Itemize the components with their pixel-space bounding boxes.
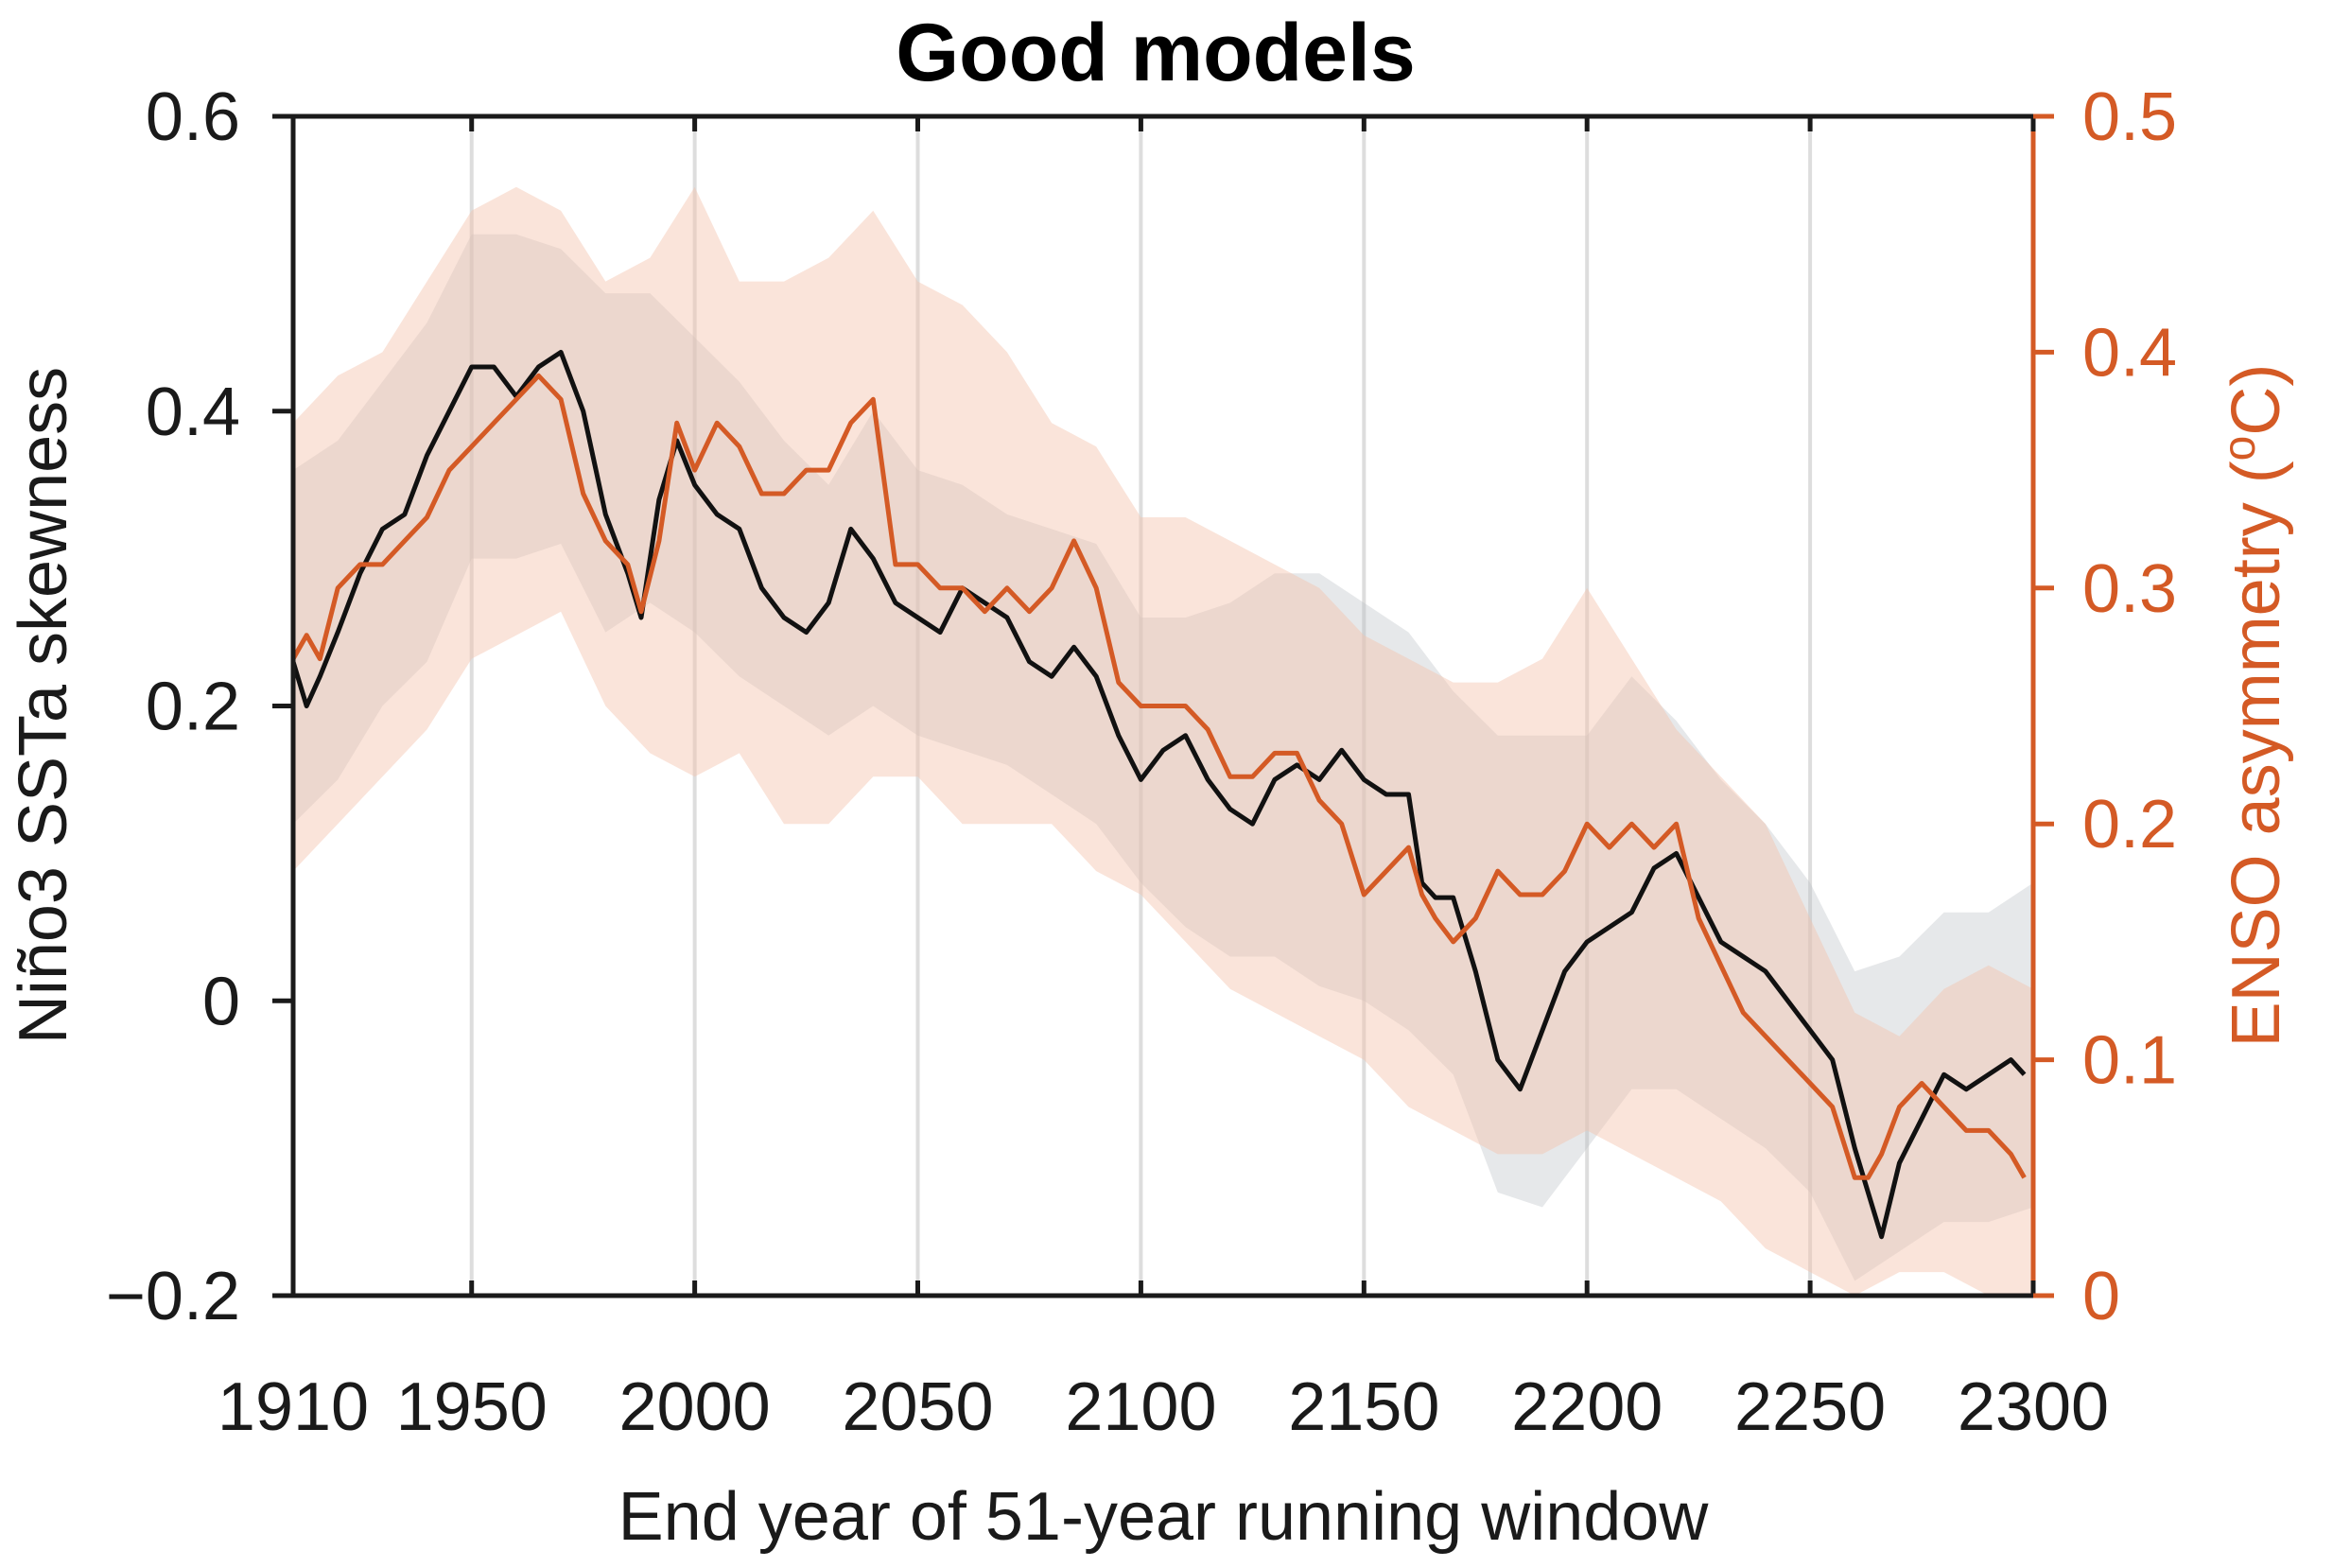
x-tick-label: 2200: [1511, 1369, 1663, 1445]
asymmetry-spread-band: [293, 186, 2033, 1296]
y-right-title-degree: o: [2215, 436, 2265, 462]
skewness-spread-band: [293, 234, 2033, 1281]
y-right-title-unit: C): [2219, 364, 2294, 436]
x-tick-label: 2000: [619, 1369, 771, 1445]
asymmetry-line: [290, 373, 2027, 1180]
x-tick-label: 1910: [218, 1369, 369, 1445]
y-left-tick-label: −0.2: [106, 1259, 240, 1334]
x-axis-ticks: 1910 1950 2000 2050 2100 2150 2200 2250 2300: [218, 116, 2109, 1445]
y-left-axis-title: Niño3 SSTa skewness: [6, 367, 81, 1044]
y-left-tick-label: 0: [202, 964, 240, 1039]
skewness-line: [290, 349, 2027, 1240]
y-left-tick-label: 0.6: [146, 79, 240, 155]
spread-bands: [293, 186, 2033, 1296]
y-right-tick-label: 0.5: [2082, 79, 2177, 155]
x-tick-label: 2250: [1734, 1369, 1886, 1445]
y-right-axis-title: ENSO asymmetry (oC): [2215, 364, 2294, 1048]
y-right-tick-label: 0.4: [2082, 315, 2177, 391]
x-tick-label: 2100: [1065, 1369, 1216, 1445]
y-right-title-main: ENSO asymmetry (: [2219, 461, 2294, 1047]
y-right-axis-ticks: 0 0.1 0.2 0.3 0.4 0.5: [2033, 79, 2177, 1334]
y-right-tick-label: 0.3: [2082, 551, 2177, 627]
y-left-tick-label: 0.4: [146, 375, 240, 450]
y-left-tick-label: 0.2: [146, 670, 240, 745]
y-right-tick-label: 0.2: [2082, 787, 2177, 862]
chart-title: Good models: [896, 8, 1415, 98]
y-right-tick-label: 0.1: [2082, 1023, 2177, 1099]
vertical-grid: [469, 116, 1813, 1296]
plot-area: [290, 116, 2033, 1296]
y-left-axis-ticks: −0.2 0 0.2 0.4 0.6: [106, 79, 293, 1334]
x-tick-label: 2300: [1958, 1369, 2109, 1445]
y-right-tick-label: 0: [2082, 1259, 2120, 1334]
x-tick-label: 2050: [842, 1369, 993, 1445]
series-lines: [290, 349, 2027, 1240]
x-tick-label: 2150: [1288, 1369, 1439, 1445]
axes: [290, 113, 2036, 1298]
x-tick-label: 1950: [396, 1369, 548, 1445]
x-axis-title: End year of 51-year running window: [618, 1479, 1710, 1555]
